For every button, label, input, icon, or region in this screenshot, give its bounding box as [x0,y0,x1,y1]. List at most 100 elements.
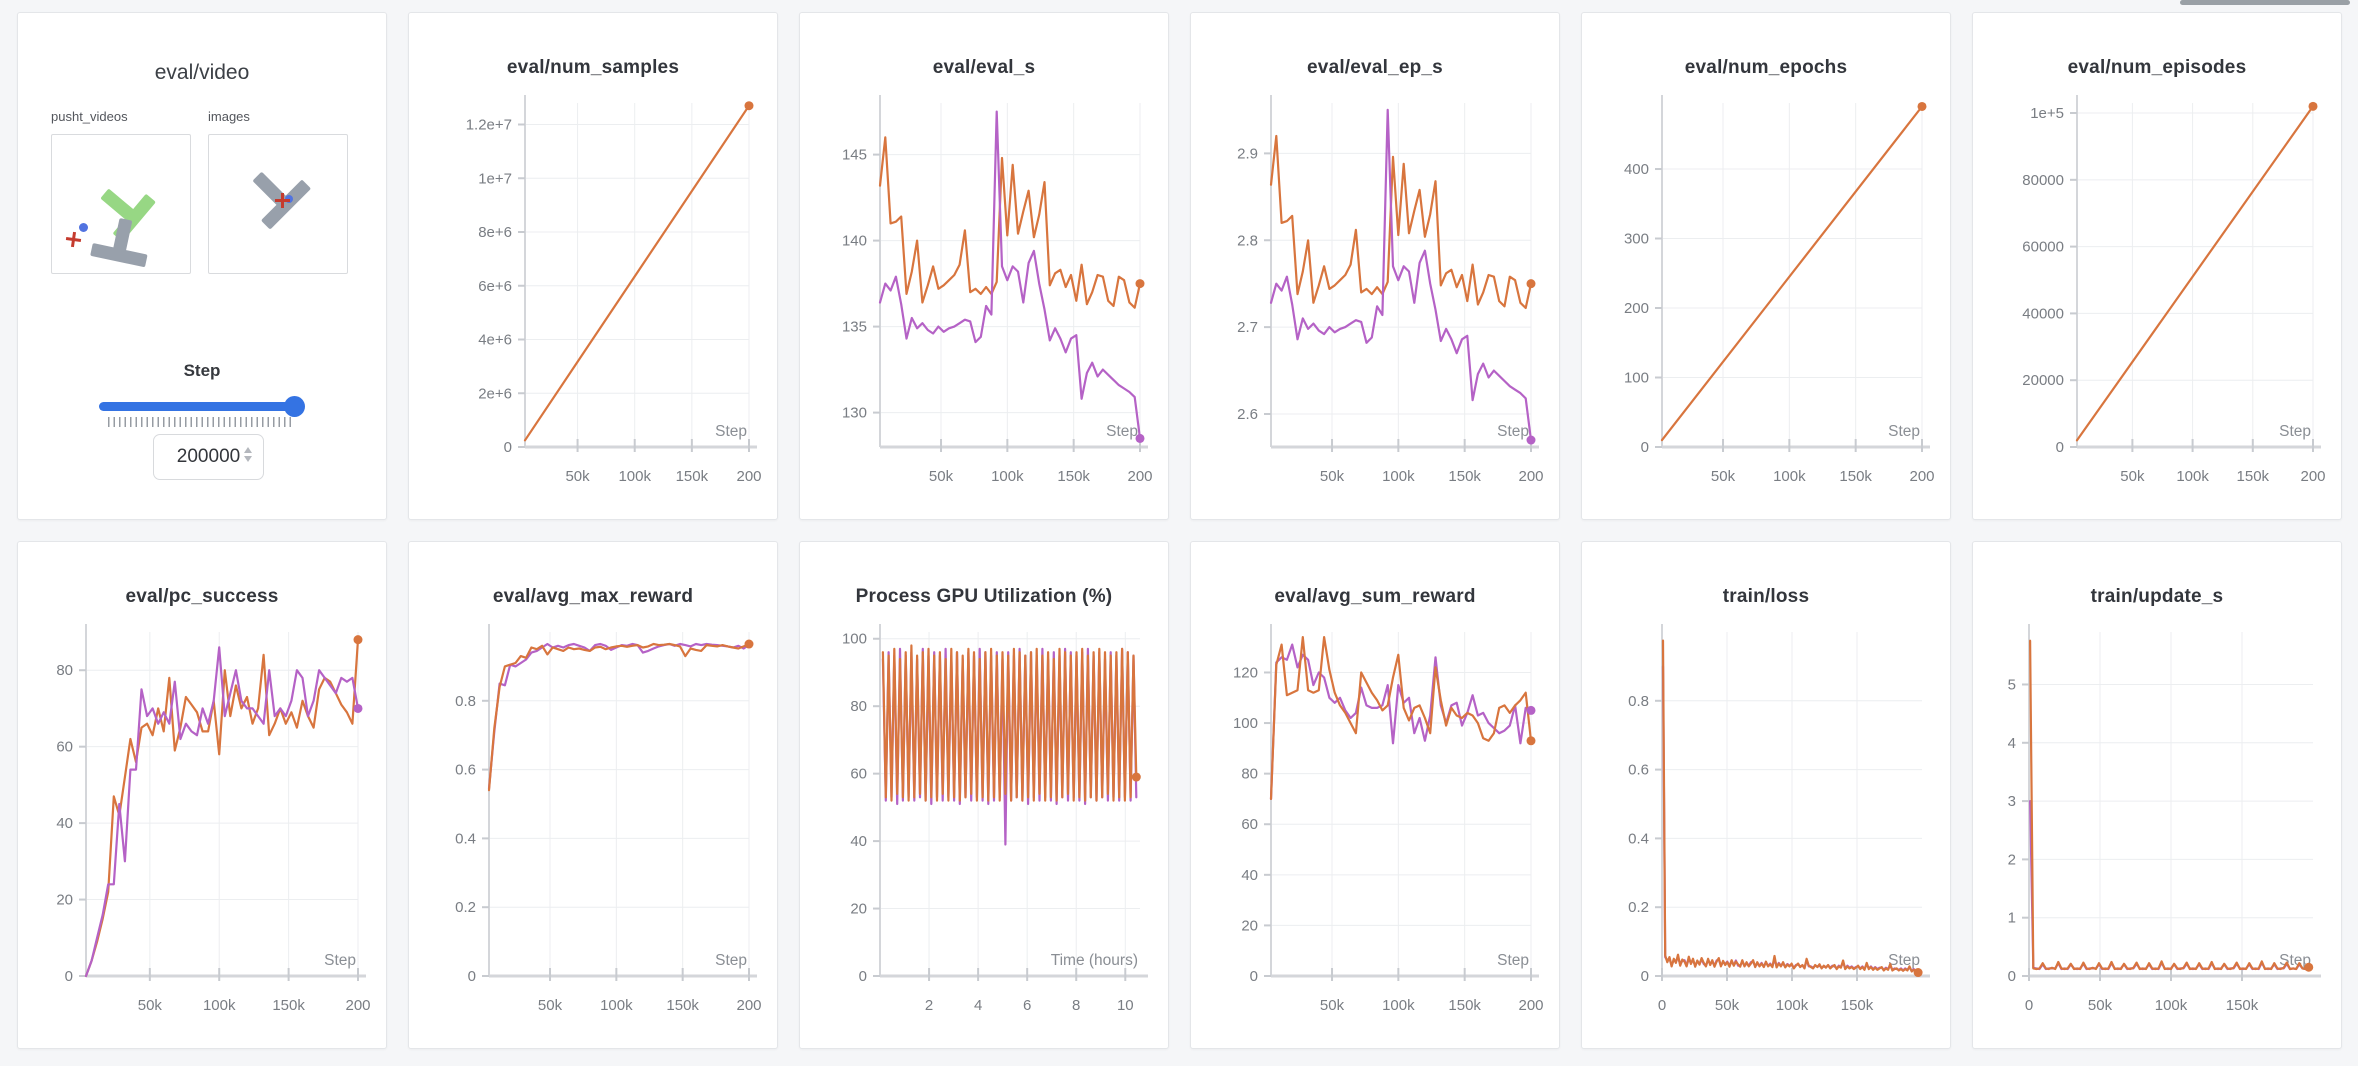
svg-text:300: 300 [1624,231,1649,248]
svg-text:50k: 50k [1715,997,1740,1014]
svg-text:100k: 100k [618,468,651,485]
svg-text:150k: 150k [1448,997,1481,1014]
svg-text:150k: 150k [1839,468,1872,485]
panel-train-update-s: train/update_s 0 50k 100k 150k 0 1 2 3 4 5 Step [1972,541,2342,1049]
pusht-video-thumbnail[interactable] [51,134,191,274]
chart-train-loss[interactable]: 0 50k 100k 150k 0 0.2 0.4 0.6 0.8 Step [1582,542,1951,1049]
svg-text:150k: 150k [2237,468,2270,485]
panel-title: eval/video [154,61,250,84]
svg-text:20: 20 [850,901,867,918]
svg-text:200: 200 [1127,468,1152,485]
svg-text:Step: Step [715,423,747,440]
svg-text:0: 0 [2056,439,2064,456]
stepper-icons[interactable] [244,447,252,462]
chart-eval-avg-sum-reward[interactable]: 50k 100k 150k 200 0 20 40 60 80 100 120 Step [1191,542,1560,1049]
svg-text:200: 200 [1909,468,1934,485]
chart-eval-pc-success[interactable]: 50k 100k 150k 200 0 20 40 60 80 Step [18,542,387,1049]
svg-text:100k: 100k [991,468,1024,485]
chart-eval-num-episodes[interactable]: 50k 100k 150k 200 0 20000 40000 60000 80000 1e+5 S… [1973,13,2342,520]
stepper-down-icon[interactable] [244,456,252,462]
chart-eval-num-samples[interactable]: 50k 100k 150k 200 0 2e+6 4e+6 6e+6 8e+6 1e+7 1.2e+… [409,13,778,520]
panel-eval-avg-sum-reward: eval/avg_sum_reward 50k 100k 150k 200 0 20 40 6… [1190,541,1560,1049]
chart-eval-eval-ep-s[interactable]: 50k 100k 150k 200 2.6 2.7 2.8 2.9 Step [1191,13,1560,520]
svg-text:0.6: 0.6 [1628,762,1649,779]
svg-text:50k: 50k [538,997,563,1014]
svg-text:3: 3 [2008,793,2016,810]
svg-text:0: 0 [2025,997,2033,1014]
svg-text:10: 10 [1117,997,1134,1014]
svg-text:2.7: 2.7 [1237,319,1258,336]
svg-text:2e+6: 2e+6 [478,385,512,402]
svg-text:150k: 150k [676,468,709,485]
svg-text:50k: 50k [1320,468,1345,485]
step-slider[interactable] [99,396,305,417]
slider-thumb[interactable] [284,396,305,417]
svg-text:4e+6: 4e+6 [478,332,512,349]
svg-text:Step: Step [2279,423,2311,440]
svg-text:0: 0 [65,968,73,985]
horizontal-scrollbar-thumb[interactable] [2180,0,2350,5]
svg-text:100: 100 [1233,715,1258,732]
panel-title: eval/avg_sum_reward [1274,586,1476,607]
gray-t-shape [90,214,154,268]
svg-text:2.9: 2.9 [1237,145,1258,162]
svg-text:0.4: 0.4 [455,830,476,847]
panel-title: eval/num_epochs [1684,57,1848,78]
svg-text:Step: Step [1888,423,1920,440]
svg-text:60: 60 [1241,816,1258,833]
svg-text:80000: 80000 [2022,172,2064,189]
panel-title: Process GPU Utilization (%) [855,586,1113,607]
svg-text:60: 60 [850,766,867,783]
svg-text:Step: Step [1106,423,1138,440]
step-input[interactable]: 200000 [153,434,264,480]
panel-eval-avg-max-reward: eval/avg_max_reward 50k 100k 150k 200 0 0.2 0.… [408,541,778,1049]
chart-eval-avg-max-reward[interactable]: 50k 100k 150k 200 0 0.2 0.4 0.6 0.8 Step [409,542,778,1049]
svg-text:200: 200 [1518,468,1543,485]
svg-text:50k: 50k [929,468,954,485]
svg-text:200: 200 [2300,468,2325,485]
chart-eval-num-epochs[interactable]: 50k 100k 150k 200 0 100 200 300 400 Step [1582,13,1951,520]
gray-t-shape [237,155,312,230]
svg-text:0.6: 0.6 [455,762,476,779]
svg-text:80: 80 [850,698,867,715]
panel-eval-num-epochs: eval/num_epochs 50k 100k 150k 200 0 100 200 300… [1581,12,1951,520]
svg-text:150k: 150k [1841,997,1874,1014]
svg-text:0: 0 [504,439,512,456]
stepper-up-icon[interactable] [244,447,252,453]
svg-text:Step: Step [715,952,747,969]
svg-text:1e+7: 1e+7 [478,170,512,187]
svg-text:6: 6 [1023,997,1031,1014]
svg-text:0: 0 [2008,968,2016,985]
panel-eval-eval-ep-s: eval/eval_ep_s 50k 100k 150k 200 2.6 2.7 2.8 2.… [1190,12,1560,520]
images-thumbnail[interactable] [208,134,348,274]
svg-text:40: 40 [850,833,867,850]
svg-text:1.2e+7: 1.2e+7 [466,117,512,134]
target-cross-icon [275,193,290,208]
svg-text:50k: 50k [565,468,590,485]
slider-ticks [108,417,292,427]
panel-title: eval/eval_ep_s [1307,57,1443,78]
svg-text:Step: Step [324,952,356,969]
svg-text:2.6: 2.6 [1237,406,1258,423]
svg-text:145: 145 [842,147,867,164]
panel-title: eval/eval_s [932,57,1036,78]
svg-text:Step: Step [1888,952,1920,969]
svg-text:100k: 100k [1776,997,1809,1014]
chart-eval-eval-s[interactable]: 50k 100k 150k 200 130 135 140 145 Step [800,13,1169,520]
svg-text:8: 8 [1072,997,1080,1014]
panel-title: eval/pc_success [125,586,279,607]
svg-text:400: 400 [1624,161,1649,178]
panel-title: eval/num_episodes [2067,57,2247,78]
svg-text:150k: 150k [1057,468,1090,485]
svg-text:150k: 150k [2226,997,2259,1014]
svg-text:100: 100 [1624,370,1649,387]
svg-text:Step: Step [1497,952,1529,969]
svg-text:2: 2 [925,997,933,1014]
svg-text:100k: 100k [1382,997,1415,1014]
svg-text:40000: 40000 [2022,305,2064,322]
svg-text:2: 2 [2008,851,2016,868]
panel-train-loss: train/loss 0 50k 100k 150k 0 0.2 0.4 0.6 0.8 Step [1581,541,1951,1049]
panel-eval-video: eval/video pusht_videos images Step [17,12,387,520]
